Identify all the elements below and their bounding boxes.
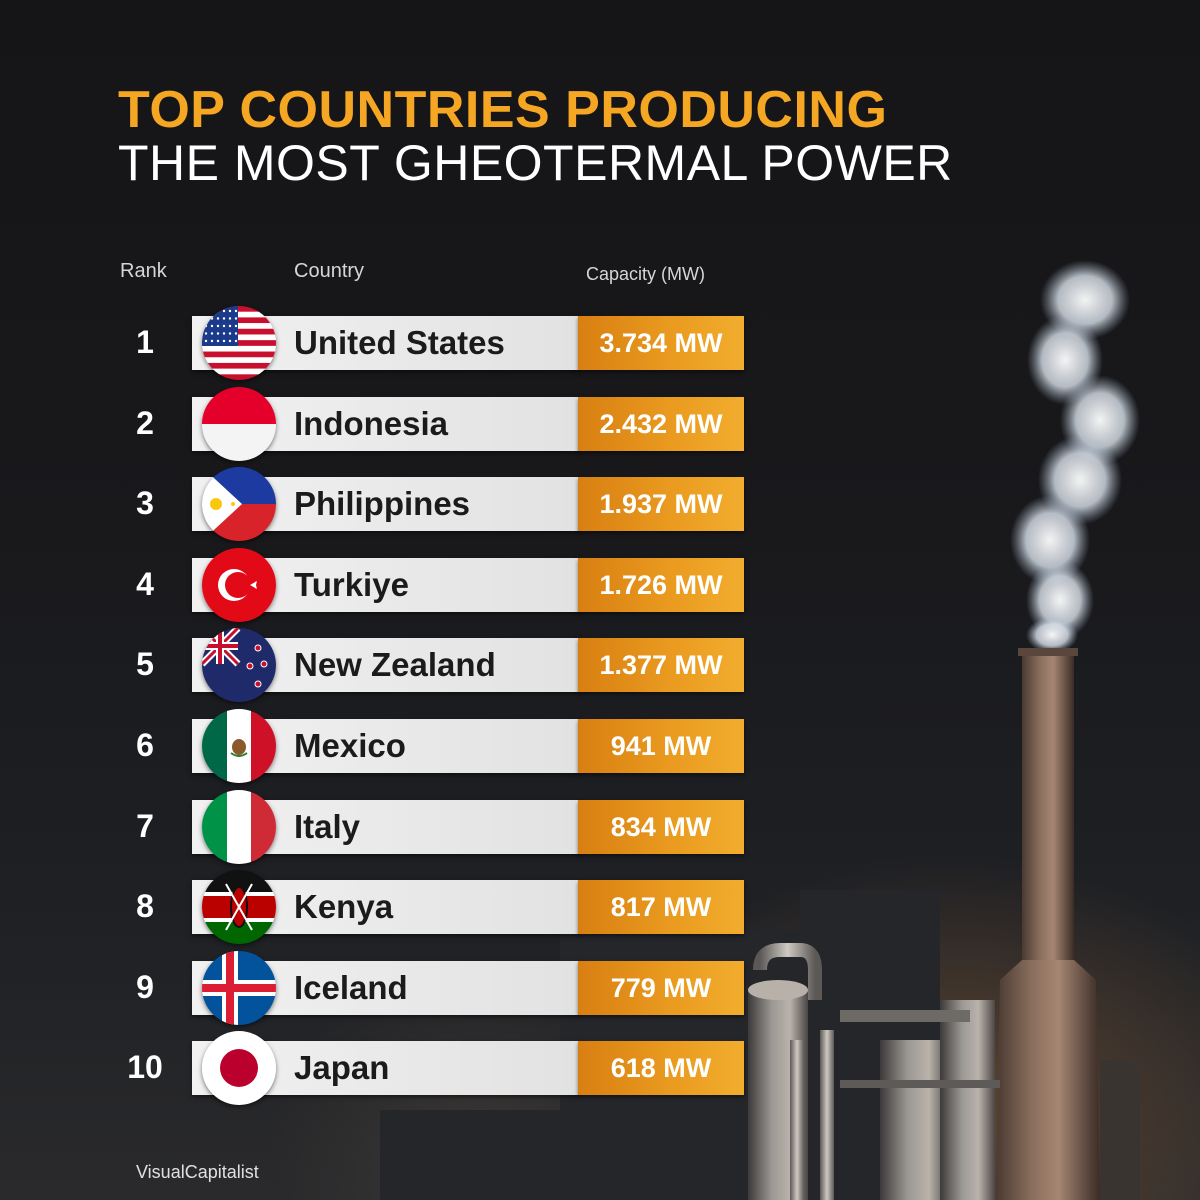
country-name: Mexico (294, 727, 406, 764)
capacity-value: 834 MW (578, 799, 744, 854)
rank-label: 1 (136, 324, 154, 360)
column-header-capacity: Capacity (MW) (586, 264, 706, 284)
steam-plume (1010, 260, 1140, 653)
country-name: Iceland (294, 968, 408, 1006)
flag-indonesia-icon (202, 386, 276, 461)
capacity-value: 941 MW (578, 719, 744, 773)
flag-iceland-icon (202, 950, 276, 1025)
flag-japan-icon (202, 1031, 276, 1106)
column-header-rank: Rank (120, 260, 167, 282)
country-name: United States (294, 324, 505, 361)
capacity-value: 1.726 MW (578, 557, 744, 612)
rank-label: 4 (136, 565, 154, 602)
flag-new-zealand-icon (202, 628, 276, 703)
capacity-value: 2.432 MW (578, 396, 744, 451)
rank-label: 3 (136, 485, 154, 522)
table-row: 1 3.734 MW United States (0, 302, 760, 382)
plant-machinery (748, 943, 1140, 1200)
country-name: Philippines (294, 485, 471, 523)
rank-label: 7 (136, 807, 154, 844)
table-row: 5 1.377 MW New Zealand (0, 624, 760, 704)
capacity-value: 618 MW (578, 1041, 744, 1096)
flag-mexico-icon (202, 709, 276, 783)
flag-usa-icon (202, 306, 276, 380)
capacity-value: 1.937 MW (578, 477, 744, 532)
rank-label: 6 (136, 727, 154, 763)
flag-kenya-icon (202, 870, 276, 945)
flag-turkiye-icon (202, 547, 276, 622)
capacity-value: 817 MW (578, 880, 744, 935)
country-name: Kenya (294, 888, 394, 926)
column-header-country: Country (294, 260, 365, 282)
rank-label: 10 (127, 1049, 163, 1086)
rank-label: 9 (136, 968, 154, 1005)
source-credit: VisualCapitalist (136, 1162, 259, 1182)
flag-italy-icon (202, 789, 276, 864)
chart-title-line-1: TOP COUNTRIES PRODUCING (118, 81, 888, 139)
country-name: Japan (294, 1049, 390, 1087)
capacity-value: 1.377 MW (578, 638, 744, 693)
table-row: 7 834 MW Italy (0, 786, 760, 866)
country-name: Indonesia (294, 404, 449, 442)
capacity-value: 3.734 MW (578, 316, 744, 370)
country-name: Turkiye (294, 565, 409, 603)
chimney (996, 648, 1100, 1200)
rank-label: 5 (136, 646, 154, 683)
table-row: 8 817 MW Kenya (0, 866, 760, 946)
table-row: 6 941 MW Mexico (0, 705, 760, 785)
country-name: New Zealand (294, 646, 496, 684)
rank-label: 2 (136, 404, 154, 441)
table-row: 10 618 MW Japan (0, 1027, 760, 1107)
table-row: 2 2.432 MW Indonesia (0, 383, 760, 463)
rank-label: 8 (136, 888, 154, 925)
chart-title-line-2: THE MOST GHEOTERMAL POWER (118, 135, 953, 191)
flag-philippines-icon (202, 467, 276, 542)
capacity-value: 779 MW (578, 960, 744, 1015)
table-row: 9 779 MW Iceland (0, 947, 760, 1027)
table-row: 3 1.937 MW Philippines (0, 463, 760, 543)
table-row: 4 1.726 MW Turkiye (0, 544, 760, 624)
country-name: Italy (294, 807, 361, 845)
